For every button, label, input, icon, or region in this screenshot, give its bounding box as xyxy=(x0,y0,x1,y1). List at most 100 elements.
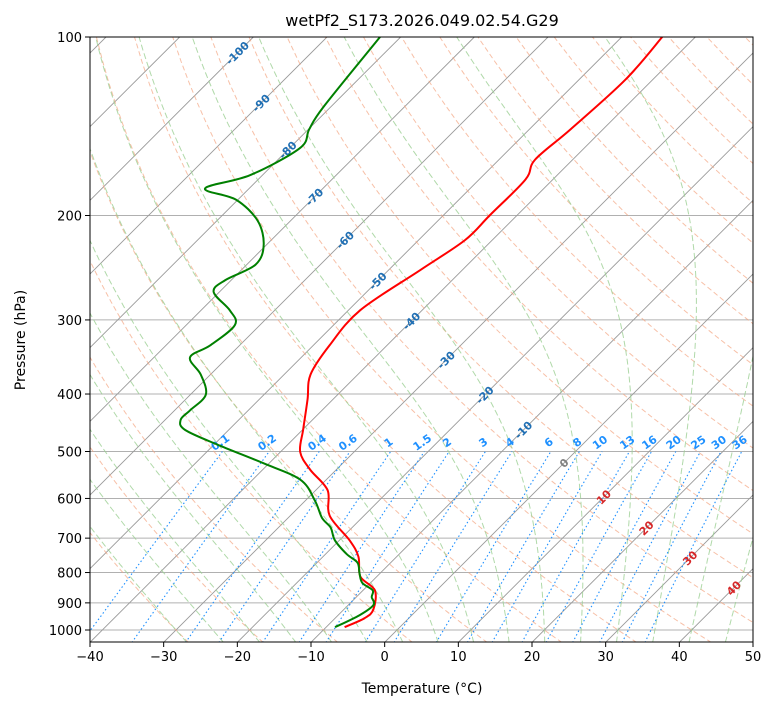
moist-adiabat xyxy=(138,37,475,642)
isotherm-line xyxy=(90,37,254,201)
y-axis-label: Pressure (hPa) xyxy=(13,290,29,390)
isotherm-line xyxy=(237,126,753,642)
dry-adiabat xyxy=(172,37,712,642)
isotherm-line xyxy=(163,52,753,642)
isotherm-label: -30 xyxy=(435,348,458,371)
isotherm-label: -70 xyxy=(303,185,326,208)
mixing-ratio-line xyxy=(435,451,552,642)
moist-adiabat xyxy=(343,37,584,642)
x-tick-label: 10 xyxy=(450,650,467,665)
dry-adiabat xyxy=(90,531,189,642)
dry-adiabat xyxy=(592,37,753,204)
axes: −40 −30 −20 −10 0 10 20 30 40 5010020030040050060… xyxy=(49,31,761,665)
dry-adiabat xyxy=(706,37,753,86)
moist-adiabat xyxy=(95,37,439,642)
mixing-ratio-label: 0.6 xyxy=(336,432,360,454)
mixing-ratio-line xyxy=(185,451,320,642)
isotherm-line xyxy=(458,347,753,642)
y-tick-label: 100 xyxy=(57,31,82,46)
dry-adiabat xyxy=(401,37,753,407)
profiles xyxy=(179,37,663,629)
mixing-ratio-line xyxy=(521,451,630,642)
isotherm-label: -60 xyxy=(334,228,357,251)
dry-adiabat xyxy=(90,149,488,642)
plot-frame xyxy=(89,36,754,643)
mixing-ratio-label: 1.5 xyxy=(411,432,434,454)
mixing-ratio-line xyxy=(131,451,270,642)
mixing-ratio-line xyxy=(218,451,351,642)
isotherm-label: 30 xyxy=(680,548,700,568)
dry-adiabat xyxy=(248,37,753,579)
mixing-ratio-label: 0.4 xyxy=(305,432,329,454)
isotherm-label: -20 xyxy=(473,383,496,406)
mixing-ratio-line xyxy=(90,451,223,632)
dry-adiabat xyxy=(210,37,753,624)
x-tick-label: 0 xyxy=(381,650,389,665)
moist-adiabat xyxy=(688,353,753,642)
background-lines xyxy=(90,37,753,642)
mixing-ratio-line xyxy=(572,451,677,642)
mixing-ratio-line xyxy=(262,451,392,642)
mixing-ratio-line xyxy=(393,451,513,642)
isotherm-line xyxy=(605,494,753,642)
mixing-ratio-label: 1 xyxy=(382,435,396,450)
moist-adiabat xyxy=(90,525,188,642)
moist-adiabat xyxy=(604,37,697,642)
isotherm-label: -40 xyxy=(400,309,423,332)
x-tick-label: −30 xyxy=(150,650,177,665)
mixing-ratio-line xyxy=(325,451,450,642)
chart-title: wetPf2_S173.2026.049.02.54.G29 xyxy=(285,11,559,31)
isotherm-label: -100 xyxy=(223,39,252,68)
y-tick-label: 1000 xyxy=(49,624,82,639)
isotherm-line xyxy=(311,199,753,642)
moist-adiabat xyxy=(90,239,368,642)
mixing-ratio-label: 6 xyxy=(542,435,556,450)
dry-adiabat xyxy=(515,37,753,284)
x-tick-label: 50 xyxy=(745,650,762,665)
y-tick-label: 900 xyxy=(57,597,82,612)
x-tick-label: 20 xyxy=(524,650,541,665)
mixing-ratio-label: 16 xyxy=(640,433,660,453)
moist-adiabat xyxy=(724,535,753,642)
isotherm-label: -10 xyxy=(512,418,535,441)
mixing-ratio-label: 10 xyxy=(590,433,610,453)
dry-adiabat xyxy=(553,37,753,244)
dry-adiabat xyxy=(90,259,413,642)
mixing-ratio-label: 25 xyxy=(688,433,708,452)
y-tick-label: 700 xyxy=(57,532,82,547)
mixing-ratio-line xyxy=(545,451,653,642)
moist-adiabat xyxy=(90,478,224,642)
isotherm-line xyxy=(384,273,753,642)
mixing-ratio-line xyxy=(364,451,486,642)
moist-adiabat xyxy=(90,428,261,642)
isotherm-line xyxy=(90,37,696,642)
y-tick-label: 200 xyxy=(57,210,82,225)
x-tick-label: −20 xyxy=(224,650,251,665)
dry-adiabat xyxy=(90,446,264,642)
moist-adiabat xyxy=(90,147,404,642)
x-tick-label: 30 xyxy=(597,650,614,665)
dry-adiabat xyxy=(90,356,339,642)
dry-adiabat xyxy=(134,37,637,642)
dry-adiabat xyxy=(95,37,563,642)
y-tick-label: 500 xyxy=(57,445,82,460)
y-tick-label: 300 xyxy=(57,314,82,329)
isotherm-label: 10 xyxy=(594,487,614,507)
mixing-ratio-label: 0.2 xyxy=(256,432,279,454)
y-tick-label: 800 xyxy=(57,567,82,582)
x-tick-label: 40 xyxy=(671,650,688,665)
moist-adiabat xyxy=(456,37,633,642)
mixing-ratio-label: 20 xyxy=(664,433,684,453)
x-tick-label: −40 xyxy=(76,650,103,665)
dry-adiabat xyxy=(668,37,753,125)
mixing-ratio-label: 30 xyxy=(709,433,729,453)
x-tick-label: −10 xyxy=(297,650,324,665)
mixing-ratio-label: 3 xyxy=(477,435,491,450)
isotherm-label: 20 xyxy=(637,518,657,538)
moist-adiabat xyxy=(90,373,297,642)
dewpoint-profile-line xyxy=(179,37,381,629)
mixing-ratio-label: 13 xyxy=(617,433,637,452)
dry-adiabat xyxy=(363,37,753,449)
dry-adiabat xyxy=(439,37,753,366)
